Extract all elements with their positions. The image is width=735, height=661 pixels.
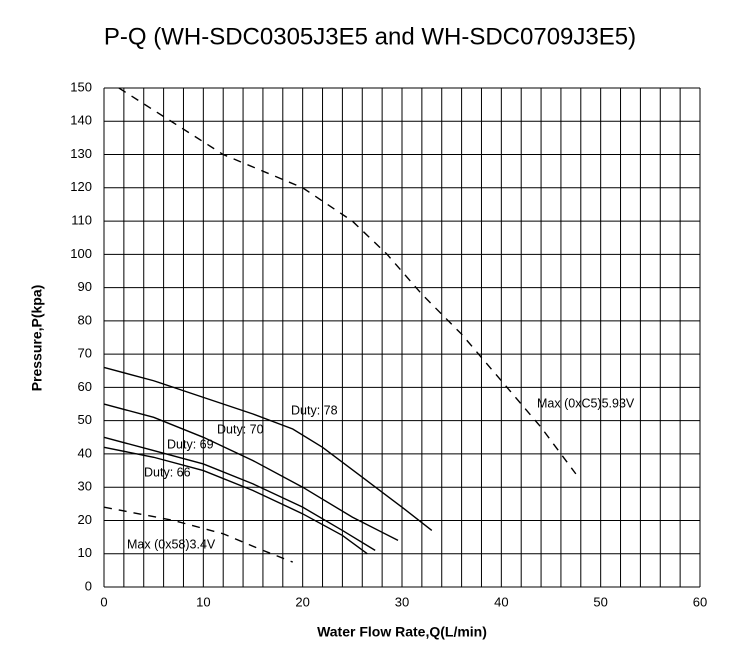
y-tick-label: 90 [78, 279, 92, 294]
y-axis-label: Pressure,P(kpa) [29, 285, 45, 392]
y-tick-label: 80 [78, 312, 92, 327]
y-tick-label: 30 [78, 479, 92, 494]
y-tick-label: 50 [78, 412, 92, 427]
y-tick-label: 70 [78, 346, 92, 361]
x-axis-label: Water Flow Rate,Q(L/min) [317, 624, 487, 640]
y-tick-label: 10 [78, 545, 92, 560]
series-label: Duty: 66 [144, 465, 191, 479]
y-tick-label: 40 [78, 445, 92, 460]
series-line [103, 403, 399, 542]
series-label: Duty: 69 [167, 437, 214, 451]
y-tick-label: 110 [71, 213, 92, 228]
series-line [103, 446, 368, 555]
y-tick-label: 20 [78, 512, 92, 527]
y-tick-label: 120 [70, 179, 92, 194]
series-label: Max (0x58)3.4V [127, 537, 216, 551]
y-tick-label: 140 [70, 113, 92, 128]
series-label: Duty: 70 [217, 422, 264, 436]
series-line [103, 506, 293, 563]
series-line [118, 87, 577, 475]
series-line [103, 366, 433, 531]
x-tick-label: 20 [295, 594, 309, 609]
series-line [103, 436, 376, 552]
y-tick-label: 60 [78, 379, 92, 394]
series-label: Duty: 78 [291, 403, 338, 417]
x-tick-label: 50 [593, 594, 607, 609]
x-tick-label: 60 [693, 594, 707, 609]
y-tick-label: 130 [70, 146, 92, 161]
x-tick-label: 30 [395, 594, 409, 609]
y-tick-label: 100 [70, 246, 92, 261]
x-tick-label: 10 [196, 594, 210, 609]
series-label: Max (0xC5)5.93V [537, 396, 635, 410]
x-tick-label: 0 [100, 594, 107, 609]
y-tick-label: 150 [70, 79, 92, 94]
y-tick-label: 0 [85, 578, 92, 593]
x-tick-label: 40 [494, 594, 508, 609]
chart-title: P-Q (WH-SDC0305J3E5 and WH-SDC0709J3E5) [104, 23, 636, 50]
